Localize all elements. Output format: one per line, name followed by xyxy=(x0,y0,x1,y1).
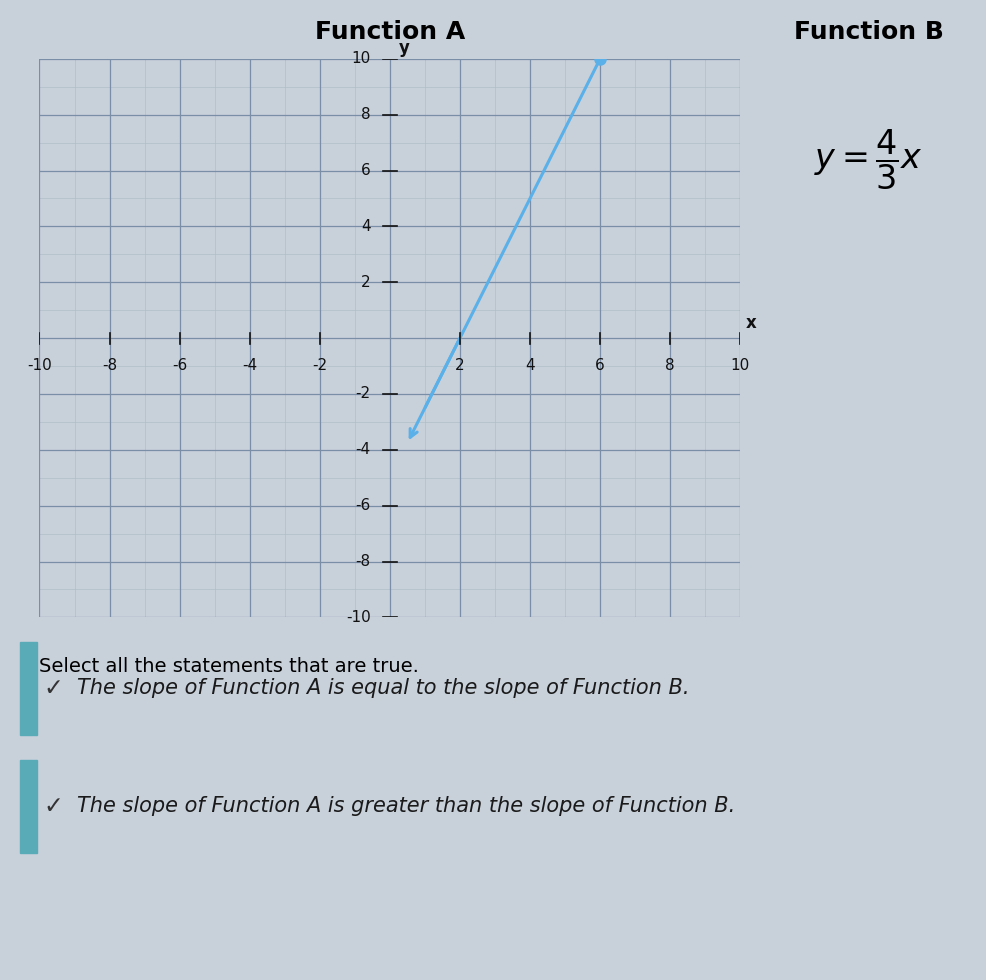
Text: 6: 6 xyxy=(361,163,370,178)
Text: -8: -8 xyxy=(102,358,117,372)
Text: 8: 8 xyxy=(665,358,674,372)
Text: Function B: Function B xyxy=(793,21,943,44)
Text: -4: -4 xyxy=(242,358,257,372)
Text: The slope of Function A is equal to the slope of Function B.: The slope of Function A is equal to the … xyxy=(77,678,688,699)
Text: -6: -6 xyxy=(355,498,370,514)
Text: -4: -4 xyxy=(355,442,370,458)
Text: x: x xyxy=(744,314,755,332)
Text: 6: 6 xyxy=(595,358,604,372)
Text: 10: 10 xyxy=(351,51,370,67)
Bar xyxy=(20,760,36,853)
Text: 4: 4 xyxy=(361,219,370,234)
Text: 2: 2 xyxy=(455,358,464,372)
Text: 4: 4 xyxy=(525,358,534,372)
Text: ✓: ✓ xyxy=(43,676,63,701)
Text: -10: -10 xyxy=(345,610,370,625)
Text: -6: -6 xyxy=(172,358,187,372)
Text: 8: 8 xyxy=(361,107,370,122)
Text: -2: -2 xyxy=(355,386,370,402)
Text: ✓: ✓ xyxy=(43,794,63,818)
Text: 10: 10 xyxy=(730,358,749,372)
Text: 2: 2 xyxy=(361,274,370,290)
Text: y: y xyxy=(398,38,409,57)
Text: Function A: Function A xyxy=(315,21,464,44)
Text: -10: -10 xyxy=(27,358,52,372)
Text: The slope of Function A is greater than the slope of Function B.: The slope of Function A is greater than … xyxy=(77,796,735,816)
Bar xyxy=(20,642,36,735)
Text: -8: -8 xyxy=(355,554,370,569)
Text: $y = \dfrac{4}{3}x$: $y = \dfrac{4}{3}x$ xyxy=(813,127,922,192)
Text: Select all the statements that are true.: Select all the statements that are true. xyxy=(39,657,419,675)
Text: -2: -2 xyxy=(312,358,327,372)
